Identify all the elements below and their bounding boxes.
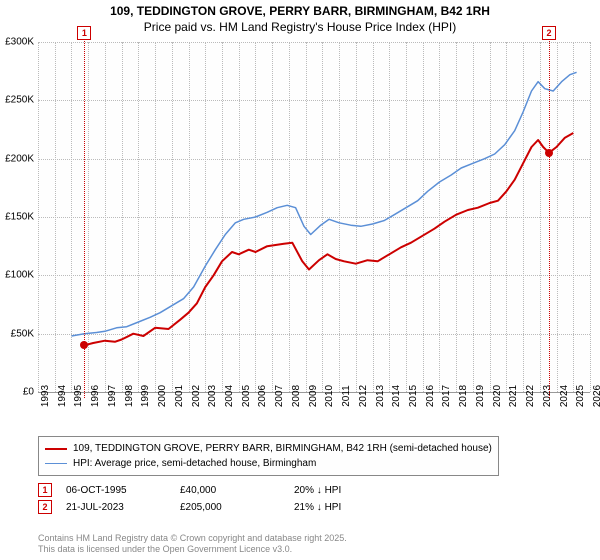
transaction-footer: 1 06-OCT-1995 £40,000 20% ↓ HPI 2 21-JUL-2023… [38, 480, 590, 517]
transaction-price: £40,000 [180, 485, 280, 496]
transaction-marker: 1 [38, 483, 52, 497]
credit-line-2: This data is licensed under the Open Gov… [38, 544, 347, 556]
chart-marker-1: 1 [77, 26, 91, 40]
transaction-date: 06-OCT-1995 [66, 485, 166, 496]
transaction-delta: 20% ↓ HPI [294, 485, 394, 496]
transaction-delta: 21% ↓ HPI [294, 502, 394, 513]
series-hpi [72, 72, 577, 336]
y-axis-tick: £100K [5, 270, 34, 281]
transaction-marker: 2 [38, 500, 52, 514]
transaction-price: £205,000 [180, 502, 280, 513]
legend-label: HPI: Average price, semi-detached house,… [73, 456, 316, 471]
transaction-row-1: 1 06-OCT-1995 £40,000 20% ↓ HPI [38, 483, 590, 497]
chart-legend: 109, TEDDINGTON GROVE, PERRY BARR, BIRMI… [38, 436, 499, 476]
y-axis-tick: £150K [5, 212, 34, 223]
chart-marker-2: 2 [542, 26, 556, 40]
y-axis-tick: £300K [5, 37, 34, 48]
y-axis-tick: £0 [23, 387, 34, 398]
chart-title: 109, TEDDINGTON GROVE, PERRY BARR, BIRMI… [0, 0, 600, 20]
legend-row-price_paid: 109, TEDDINGTON GROVE, PERRY BARR, BIRMI… [45, 441, 492, 456]
legend-row-hpi: HPI: Average price, semi-detached house,… [45, 456, 492, 471]
legend-label: 109, TEDDINGTON GROVE, PERRY BARR, BIRMI… [73, 441, 492, 456]
transaction-row-2: 2 21-JUL-2023 £205,000 21% ↓ HPI [38, 500, 590, 514]
y-axis-tick: £200K [5, 153, 34, 164]
chart-plot-area: £0£50K£100K£150K£200K£250K£300K199319941… [38, 42, 590, 393]
legend-swatch [45, 448, 67, 450]
transaction-date: 21-JUL-2023 [66, 502, 166, 513]
y-axis-tick: £50K [11, 328, 34, 339]
chart-marker-dot-1 [80, 341, 88, 349]
legend-swatch [45, 463, 67, 464]
x-axis-tick: 2026 [590, 385, 600, 407]
chart-series-layer [38, 42, 590, 392]
copyright-credit: Contains HM Land Registry data © Crown c… [38, 533, 347, 556]
credit-line-1: Contains HM Land Registry data © Crown c… [38, 533, 347, 545]
chart-marker-dot-2 [545, 149, 553, 157]
y-axis-tick: £250K [5, 95, 34, 106]
